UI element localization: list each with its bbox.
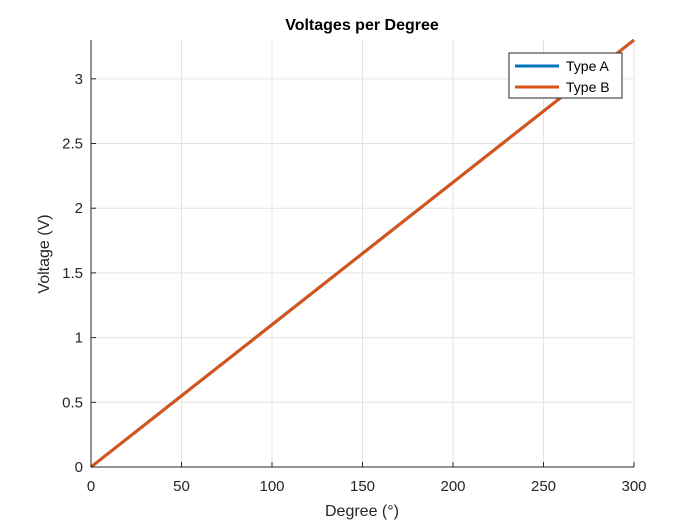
x-tick-label: 150	[350, 478, 375, 495]
y-tick-label: 1	[75, 330, 83, 347]
y-tick-label: 2.5	[62, 136, 83, 153]
y-tick-label: 3	[75, 71, 83, 88]
x-tick-label: 50	[173, 478, 190, 495]
legend-label-type-a: Type A	[566, 58, 609, 74]
legend-label-type-b: Type B	[566, 79, 610, 95]
x-tick-label: 300	[621, 478, 646, 495]
y-tick-label: 2	[75, 200, 83, 217]
y-axis-label: Voltage (V)	[36, 214, 53, 293]
legend-box	[508, 52, 623, 99]
chart-title: Voltages per Degree	[285, 17, 439, 34]
y-tick-label: 0.5	[62, 394, 83, 411]
x-tick-label: 100	[259, 478, 284, 495]
legend: Type A Type B	[508, 52, 623, 99]
x-tick-label: 0	[87, 478, 95, 495]
y-tick-label: 1.5	[62, 265, 83, 282]
y-tick-label: 0	[75, 459, 83, 476]
x-tick-label: 250	[531, 478, 556, 495]
series-line-type-b	[90, 38, 635, 469]
x-tick-label: 200	[440, 478, 465, 495]
x-axis-label: Degree (°)	[325, 503, 399, 520]
